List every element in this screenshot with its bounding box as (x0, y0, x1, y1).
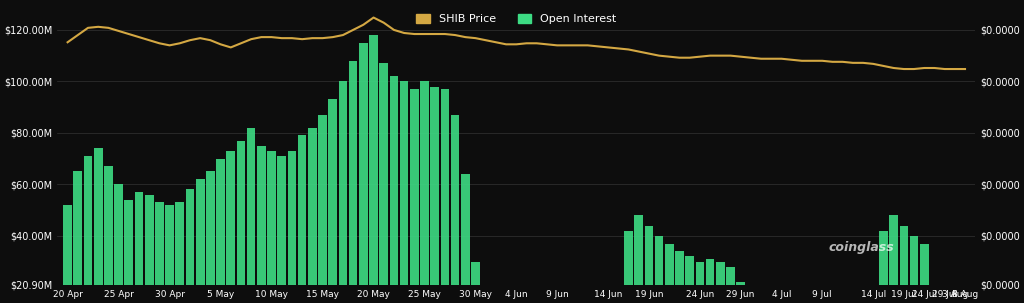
Bar (492, 298, 501, 303)
Bar (288, 151, 296, 303)
Bar (134, 192, 143, 303)
Bar (410, 89, 419, 303)
Bar (685, 256, 694, 303)
Bar (930, 287, 939, 303)
Bar (502, 298, 510, 303)
Bar (144, 195, 154, 303)
Bar (675, 251, 684, 303)
Bar (247, 128, 256, 303)
Bar (532, 300, 541, 303)
Bar (380, 63, 388, 303)
Bar (828, 298, 837, 303)
Bar (461, 174, 470, 303)
Bar (420, 82, 429, 303)
Bar (278, 156, 286, 303)
Bar (430, 87, 439, 303)
Bar (308, 128, 316, 303)
Bar (74, 171, 82, 303)
Bar (399, 82, 409, 303)
Bar (726, 267, 735, 303)
Bar (909, 236, 919, 303)
Bar (185, 189, 195, 303)
Bar (267, 151, 275, 303)
Bar (706, 259, 715, 303)
Bar (84, 156, 92, 303)
Bar (880, 231, 888, 303)
Bar (104, 166, 113, 303)
Bar (644, 225, 653, 303)
Bar (63, 205, 72, 303)
Bar (522, 300, 530, 303)
Bar (339, 82, 347, 303)
Bar (746, 292, 756, 303)
Bar (471, 261, 480, 303)
Bar (329, 99, 337, 303)
Bar (196, 179, 205, 303)
Bar (757, 298, 765, 303)
Bar (257, 146, 265, 303)
Bar (839, 298, 847, 303)
Bar (849, 300, 857, 303)
Bar (298, 135, 306, 303)
Bar (155, 202, 164, 303)
Bar (481, 292, 490, 303)
Bar (512, 298, 520, 303)
Bar (359, 43, 368, 303)
Bar (634, 215, 643, 303)
Text: coinglass: coinglass (828, 241, 894, 254)
Bar (736, 282, 745, 303)
Bar (370, 35, 378, 303)
Bar (767, 300, 775, 303)
Bar (94, 148, 102, 303)
Bar (237, 141, 246, 303)
Bar (625, 231, 633, 303)
Bar (206, 171, 215, 303)
Bar (889, 215, 898, 303)
Bar (389, 76, 398, 303)
Bar (175, 202, 184, 303)
Bar (818, 300, 826, 303)
Bar (920, 244, 929, 303)
Bar (216, 158, 225, 303)
Bar (115, 184, 123, 303)
Bar (318, 115, 327, 303)
Bar (349, 61, 357, 303)
Bar (665, 244, 674, 303)
Bar (451, 115, 460, 303)
Legend: SHIB Price, Open Interest: SHIB Price, Open Interest (412, 10, 621, 29)
Bar (716, 261, 725, 303)
Bar (440, 89, 450, 303)
Bar (654, 236, 664, 303)
Bar (165, 205, 174, 303)
Bar (899, 225, 908, 303)
Bar (695, 261, 705, 303)
Bar (125, 200, 133, 303)
Bar (226, 151, 236, 303)
